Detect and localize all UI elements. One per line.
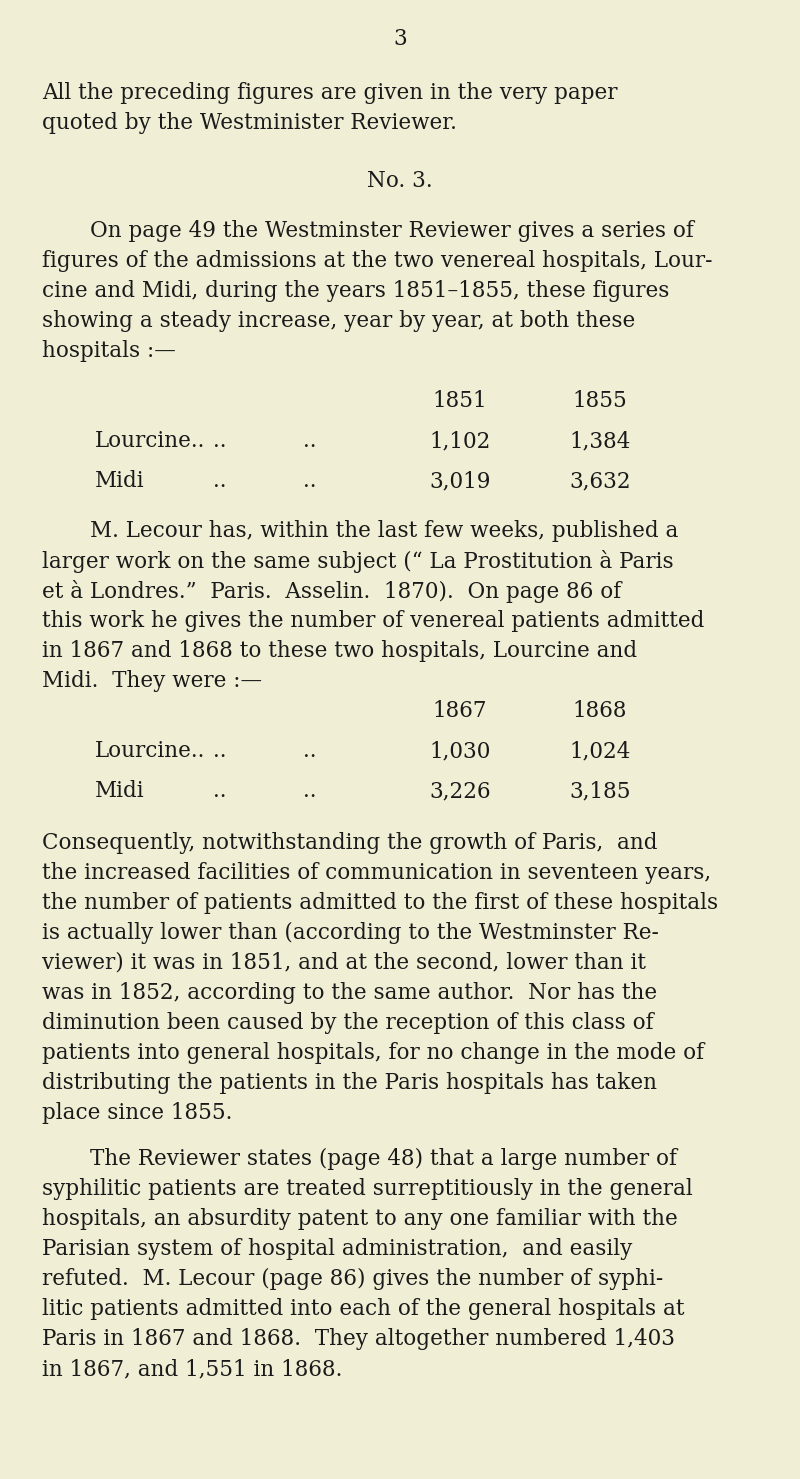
Text: Parisian system of hospital administration,  and easily: Parisian system of hospital administrati… [42, 1238, 632, 1260]
Text: No. 3.: No. 3. [367, 170, 433, 192]
Text: et à Londres.”  Paris.  Asselin.  1870).  On page 86 of: et à Londres.” Paris. Asselin. 1870). On… [42, 580, 622, 603]
Text: litic patients admitted into each of the general hospitals at: litic patients admitted into each of the… [42, 1299, 685, 1319]
Text: ..: .. [214, 740, 226, 762]
Text: 3,226: 3,226 [429, 779, 491, 802]
Text: All the preceding figures are given in the very paper: All the preceding figures are given in t… [42, 81, 618, 104]
Text: patients into general hospitals, for no change in the mode of: patients into general hospitals, for no … [42, 1043, 704, 1063]
Text: in 1867, and 1,551 in 1868.: in 1867, and 1,551 in 1868. [42, 1358, 342, 1380]
Text: 3,632: 3,632 [569, 470, 631, 493]
Text: ..: .. [214, 430, 226, 453]
Text: the increased facilities of communication in seventeen years,: the increased facilities of communicatio… [42, 862, 711, 884]
Text: ..: .. [303, 779, 317, 802]
Text: Consequently, notwithstanding the growth of Paris,  and: Consequently, notwithstanding the growth… [42, 833, 658, 853]
Text: 1,024: 1,024 [570, 740, 630, 762]
Text: M. Lecour has, within the last few weeks, published a: M. Lecour has, within the last few weeks… [90, 521, 678, 541]
Text: 3,019: 3,019 [430, 470, 490, 493]
Text: 1,030: 1,030 [430, 740, 490, 762]
Text: ..: .. [303, 740, 317, 762]
Text: hospitals, an absurdity patent to any one familiar with the: hospitals, an absurdity patent to any on… [42, 1208, 678, 1231]
Text: showing a steady increase, year by year, at both these: showing a steady increase, year by year,… [42, 311, 635, 331]
Text: in 1867 and 1868 to these two hospitals, Lourcine and: in 1867 and 1868 to these two hospitals,… [42, 640, 637, 663]
Text: 1851: 1851 [433, 390, 487, 413]
Text: Midi: Midi [95, 470, 145, 493]
Text: viewer) it was in 1851, and at the second, lower than it: viewer) it was in 1851, and at the secon… [42, 952, 646, 975]
Text: ..: .. [214, 779, 226, 802]
Text: Midi: Midi [95, 779, 145, 802]
Text: the number of patients admitted to the first of these hospitals: the number of patients admitted to the f… [42, 892, 718, 914]
Text: place since 1855.: place since 1855. [42, 1102, 232, 1124]
Text: 1,102: 1,102 [430, 430, 490, 453]
Text: On page 49 the Westminster Reviewer gives a series of: On page 49 the Westminster Reviewer give… [90, 220, 694, 243]
Text: distributing the patients in the Paris hospitals has taken: distributing the patients in the Paris h… [42, 1072, 657, 1094]
Text: larger work on the same subject (“ La Prostitution à Paris: larger work on the same subject (“ La Pr… [42, 550, 674, 572]
Text: ..: .. [303, 430, 317, 453]
Text: this work he gives the number of venereal patients admitted: this work he gives the number of venerea… [42, 609, 704, 632]
Text: The Reviewer states (page 48) that a large number of: The Reviewer states (page 48) that a lar… [90, 1148, 677, 1170]
Text: cine and Midi, during the years 1851–1855, these figures: cine and Midi, during the years 1851–185… [42, 280, 670, 302]
Text: is actually lower than (according to the Westminster Re-: is actually lower than (according to the… [42, 921, 659, 944]
Text: Lourcine..: Lourcine.. [95, 430, 206, 453]
Text: was in 1852, according to the same author.  Nor has the: was in 1852, according to the same autho… [42, 982, 657, 1004]
Text: diminution been caused by the reception of this class of: diminution been caused by the reception … [42, 1012, 654, 1034]
Text: 1868: 1868 [573, 700, 627, 722]
Text: syphilitic patients are treated surreptitiously in the general: syphilitic patients are treated surrepti… [42, 1177, 693, 1199]
Text: ..: .. [303, 470, 317, 493]
Text: quoted by the Westminister Reviewer.: quoted by the Westminister Reviewer. [42, 112, 457, 135]
Text: 3: 3 [393, 28, 407, 50]
Text: Midi.  They were :—: Midi. They were :— [42, 670, 262, 692]
Text: 1867: 1867 [433, 700, 487, 722]
Text: Lourcine..: Lourcine.. [95, 740, 206, 762]
Text: 3,185: 3,185 [570, 779, 630, 802]
Text: Paris in 1867 and 1868.  They altogether numbered 1,403: Paris in 1867 and 1868. They altogether … [42, 1328, 675, 1350]
Text: hospitals :—: hospitals :— [42, 340, 176, 362]
Text: refuted.  M. Lecour (page 86) gives the number of syphi-: refuted. M. Lecour (page 86) gives the n… [42, 1268, 663, 1290]
Text: 1,384: 1,384 [570, 430, 630, 453]
Text: figures of the admissions at the two venereal hospitals, Lour-: figures of the admissions at the two ven… [42, 250, 713, 272]
Text: ..: .. [214, 470, 226, 493]
Text: 1855: 1855 [573, 390, 627, 413]
